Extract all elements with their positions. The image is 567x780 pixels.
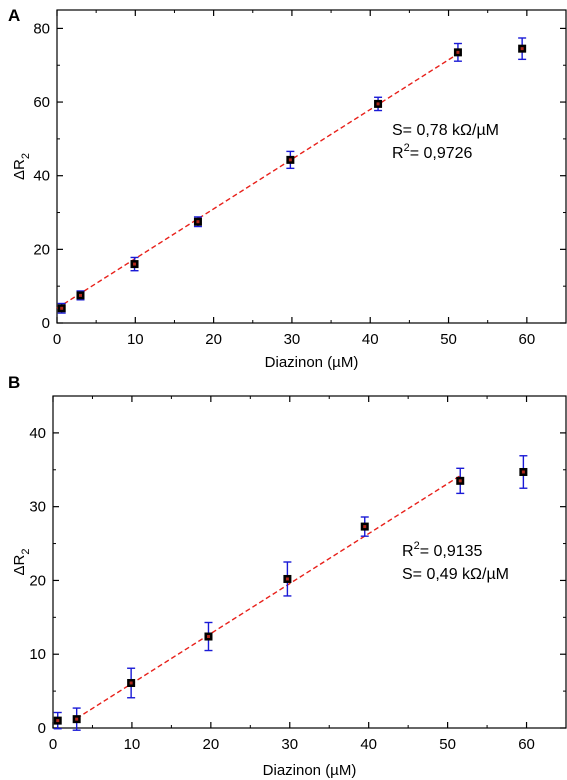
x-tick-label: 50 (439, 736, 456, 753)
x-tick-label: 60 (518, 736, 535, 753)
y-tick-label: 30 (29, 499, 46, 516)
x-axis-label: Diazinon (µM) (263, 762, 357, 779)
x-tick-label: 10 (124, 736, 141, 753)
annotation-text: S= 0,49 kΩ/µM (402, 566, 509, 583)
x-tick-label: 30 (281, 736, 298, 753)
annotation-text: = 0,9135 (420, 543, 483, 560)
x-tick-label: 10 (127, 331, 144, 348)
data-point-center (56, 719, 60, 723)
x-tick-label: 40 (360, 736, 377, 753)
panel-letter: A (8, 6, 20, 25)
data-point-center (456, 50, 460, 54)
x-tick-label: 0 (53, 331, 61, 348)
y-axis-label-main: ΔR (11, 554, 28, 575)
annotation-text: = 0,9726 (410, 145, 473, 162)
data-point-center (78, 293, 82, 297)
y-tick-label: 0 (42, 315, 50, 332)
annotation-superscript: 2 (414, 540, 420, 552)
x-tick-label: 20 (205, 331, 222, 348)
y-axis-label-main: ΔR (11, 159, 28, 180)
y-axis-label: ΔR2 (11, 549, 32, 576)
data-point-center (60, 306, 64, 310)
x-tick-label: 20 (203, 736, 220, 753)
annotation-text: R (392, 145, 404, 162)
fit-annotation: R2= 0,9726 (392, 142, 473, 162)
plot-frame (52, 395, 567, 729)
data-point-center (363, 525, 367, 529)
plot-frame (56, 9, 567, 324)
annotation-superscript: 2 (404, 142, 410, 154)
x-tick-label: 30 (284, 331, 301, 348)
fit-line (56, 51, 461, 309)
data-point-center (285, 577, 289, 581)
data-point-center (75, 717, 79, 721)
y-tick-label: 0 (38, 720, 46, 737)
annotation-text: S= 0,78 kΩ/µM (392, 122, 499, 139)
data-point-center (206, 635, 210, 639)
x-axis-label: Diazinon (µM) (265, 354, 359, 371)
data-point-center (521, 470, 525, 474)
y-tick-label: 80 (33, 20, 50, 37)
y-tick-label: 40 (29, 425, 46, 442)
y-axis-label-subscript: 2 (20, 153, 32, 159)
data-point-center (458, 479, 462, 483)
y-tick-label: 20 (29, 572, 46, 589)
data-point-center (196, 220, 200, 224)
fit-annotation: S= 0,78 kΩ/µM (392, 122, 499, 139)
x-tick-label: 0 (49, 736, 57, 753)
y-axis-label-subscript: 2 (20, 549, 32, 555)
data-point-center (129, 681, 133, 685)
data-point-center (376, 102, 380, 106)
data-point-center (520, 47, 524, 51)
x-tick-label: 40 (362, 331, 379, 348)
fit-annotation: S= 0,49 kΩ/µM (402, 566, 509, 583)
fit-annotation: R2= 0,9135 (402, 540, 483, 560)
y-tick-label: 60 (33, 94, 50, 111)
data-point-center (288, 158, 292, 162)
y-tick-label: 40 (33, 168, 50, 185)
y-axis-label: ΔR2 (11, 153, 32, 180)
y-tick-label: 10 (29, 646, 46, 663)
data-point-center (133, 262, 137, 266)
annotation-text: R (402, 543, 414, 560)
y-tick-label: 20 (33, 241, 50, 258)
panel-letter: B (8, 373, 20, 392)
fit-line (76, 475, 461, 720)
x-tick-label: 50 (440, 331, 457, 348)
x-tick-label: 60 (519, 331, 536, 348)
